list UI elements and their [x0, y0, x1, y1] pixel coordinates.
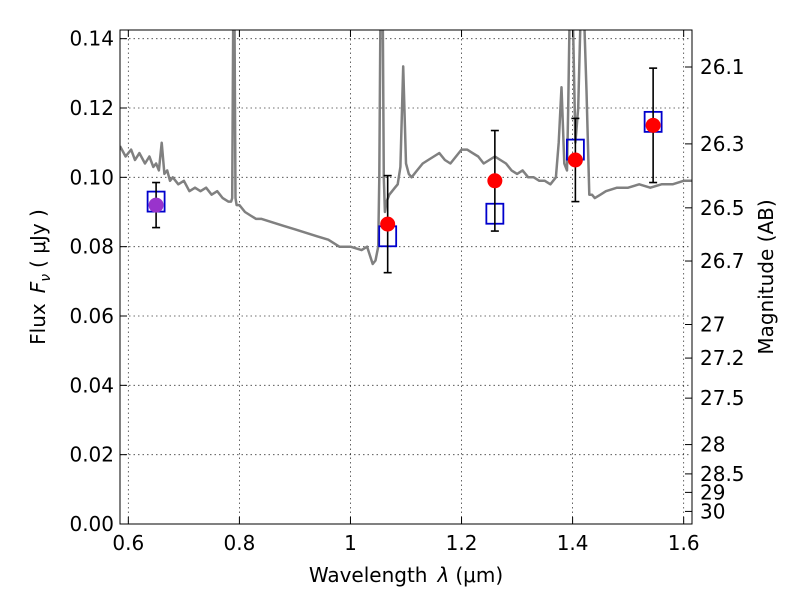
y2-tick-label: 26.3 [700, 132, 745, 156]
x-tick-label: 1.2 [446, 531, 478, 555]
x-tick-label: 1.6 [668, 531, 700, 555]
model-spectrum-line [120, 30, 692, 266]
y-tick-label: 0.14 [69, 27, 114, 51]
observed-point [148, 197, 164, 213]
y-tick-label: 0.12 [69, 96, 114, 120]
x-axis-label: Wavelength [309, 563, 428, 587]
y2-tick-label: 28 [700, 433, 725, 457]
tick-layer: 0.6 0.8 1 1.2 1.4 1.6 0.00 0.02 0.04 0.06 0.08 0.10… [69, 27, 744, 555]
y2-tick-label: 26.5 [700, 196, 745, 220]
y-axis-subscript: ν [38, 274, 54, 282]
x-axis-title: Wavelength λ (μm) [309, 563, 503, 587]
y-tick-label: 0.08 [69, 235, 114, 259]
x-axis-symbol: λ [437, 563, 450, 587]
y2-tick-label: 28.5 [700, 462, 745, 486]
y2-tick-label: 26.7 [700, 249, 745, 273]
x-tick-label: 0.6 [112, 531, 144, 555]
y-axis-symbol: F [26, 281, 50, 293]
y-tick-label: 0.06 [69, 304, 114, 328]
y2-tick-label: 30 [700, 499, 725, 523]
y2-axis-title: Magnitude (AB) [754, 199, 778, 354]
observed-point [567, 152, 583, 168]
observed-point [380, 216, 396, 232]
y2-tick-label: 27.2 [700, 346, 745, 370]
observed-point [487, 173, 503, 189]
observed-point [645, 117, 661, 133]
plot-frame [119, 29, 693, 525]
y-tick-label: 0.00 [69, 512, 114, 536]
y-tick-label: 0.02 [69, 443, 114, 467]
x-tick-label: 1 [344, 531, 357, 555]
y-axis-label: Flux [26, 303, 50, 345]
y2-tick-label: 26.1 [700, 55, 745, 79]
y-tick-label: 0.10 [69, 165, 114, 189]
x-axis-unit: (μm) [455, 563, 503, 587]
y2-tick-label: 27.5 [700, 386, 745, 410]
y-axis-unit: ( μJy ) [26, 209, 50, 268]
x-tick-label: 0.8 [223, 531, 255, 555]
y-tick-label: 0.04 [69, 373, 114, 397]
y-axis-title: Flux Fν ( μJy ) [26, 209, 54, 345]
plot-area [120, 30, 692, 274]
y2-tick-label: 27 [700, 313, 725, 337]
x-tick-label: 1.4 [557, 531, 589, 555]
y2-tick-label: 29 [700, 480, 725, 504]
